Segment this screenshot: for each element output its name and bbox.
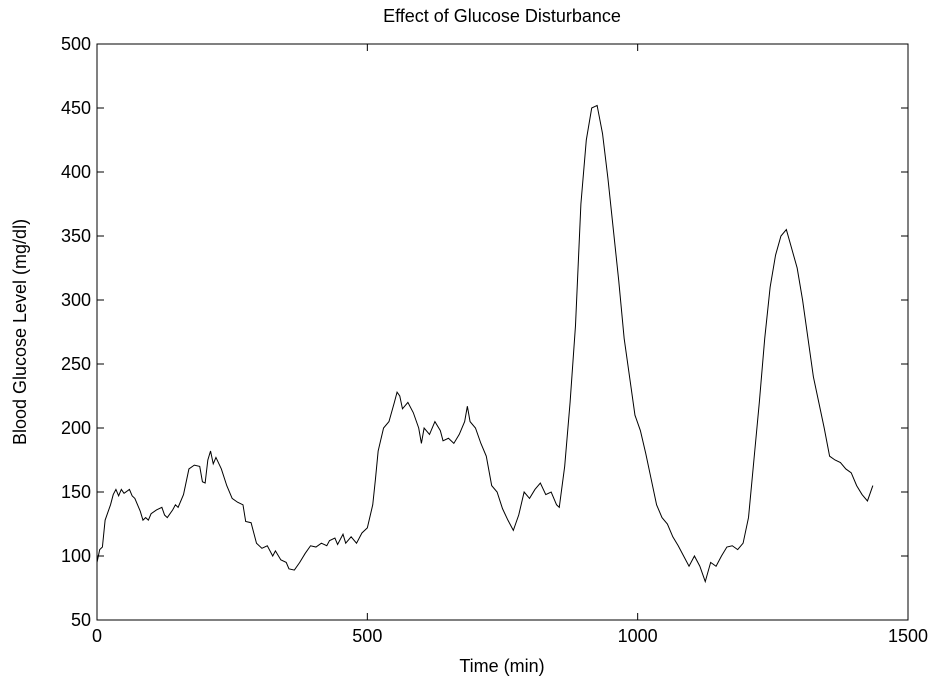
y-tick-label: 200 bbox=[61, 418, 91, 438]
y-tick-label: 300 bbox=[61, 290, 91, 310]
chart-title: Effect of Glucose Disturbance bbox=[383, 6, 621, 26]
x-tick-label: 1000 bbox=[618, 626, 658, 646]
data-line bbox=[96, 104, 874, 584]
y-tick-label: 100 bbox=[61, 546, 91, 566]
x-tick-label: 500 bbox=[352, 626, 382, 646]
x-tick-label: 1500 bbox=[888, 626, 928, 646]
plot-area bbox=[96, 43, 909, 621]
y-tick-label: 150 bbox=[61, 482, 91, 502]
y-tick-label: 250 bbox=[61, 354, 91, 374]
y-tick-label: 400 bbox=[61, 162, 91, 182]
y-tick-label: 450 bbox=[61, 98, 91, 118]
y-axis-label: Blood Glucose Level (mg/dl) bbox=[10, 219, 30, 445]
x-axis-label: Time (min) bbox=[459, 656, 544, 676]
y-tick-label: 500 bbox=[61, 34, 91, 54]
y-tick-label: 50 bbox=[71, 610, 91, 630]
y-tick-label: 350 bbox=[61, 226, 91, 246]
x-tick-label: 0 bbox=[92, 626, 102, 646]
